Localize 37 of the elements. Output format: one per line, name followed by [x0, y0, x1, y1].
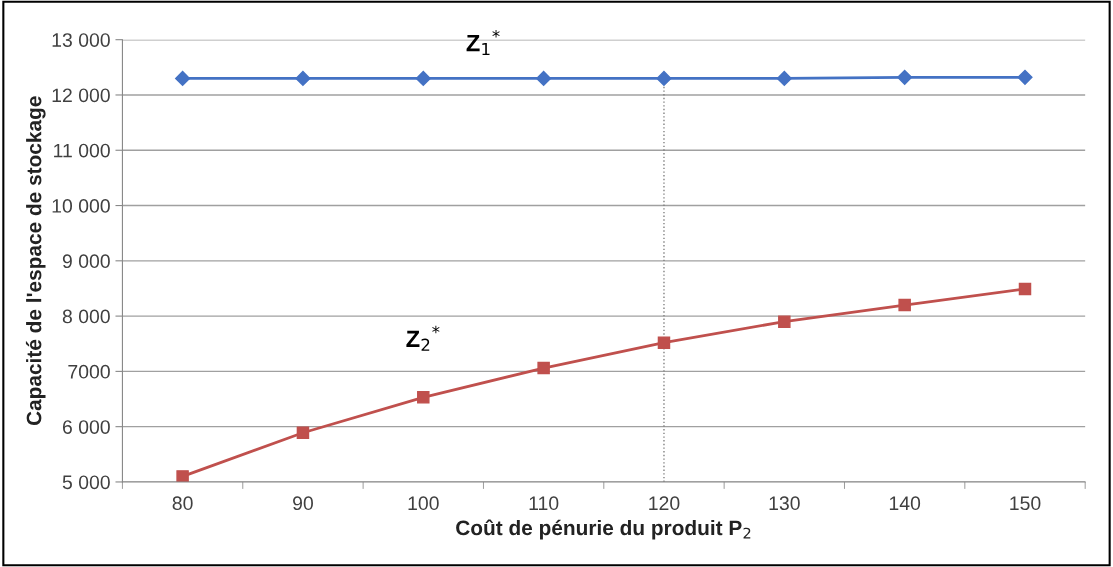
y-tick-label: 13 000 — [52, 33, 110, 47]
x-tick-label: 150 — [1010, 496, 1041, 511]
y-tick-label: 6 000 — [62, 420, 110, 434]
point — [776, 70, 792, 86]
point — [656, 70, 672, 86]
y-tick-label: 12 000 — [52, 88, 110, 103]
y-tick-label: 7000 — [68, 364, 110, 379]
point — [296, 426, 310, 439]
point — [176, 470, 189, 482]
x-tick-label: 100 — [408, 496, 439, 511]
y-axis-title: Capacité de l'espace de stockage — [25, 96, 46, 426]
y-tick-label: 10 000 — [52, 199, 110, 213]
point — [657, 336, 671, 349]
point — [1018, 282, 1032, 296]
point — [537, 361, 550, 375]
x-axis-title: Coût de pénurie du produit P$_{2}$ — [456, 519, 751, 540]
point — [415, 70, 431, 86]
x-tick-label: 110 — [529, 496, 559, 511]
point — [417, 391, 430, 404]
series-label: Z$_{2}$$^{*}$ — [406, 325, 440, 351]
point — [898, 298, 911, 312]
x-tick-label: 90 — [293, 496, 313, 511]
series-label: Z$_{1}$$^{*}$ — [466, 29, 500, 56]
point — [897, 69, 913, 85]
y-tick-label: 9 000 — [62, 254, 110, 269]
point — [536, 70, 552, 86]
x-tick-label: 120 — [649, 496, 680, 511]
x-tick-label: 140 — [889, 496, 921, 511]
y-tick-label: 8 000 — [62, 309, 110, 324]
point — [175, 70, 191, 86]
x-tick-label: 80 — [172, 496, 193, 511]
point — [295, 70, 311, 86]
y-tick-label: 5 000 — [62, 475, 110, 490]
x-tick-label: 130 — [769, 496, 800, 511]
point — [1017, 69, 1033, 85]
point — [778, 315, 791, 328]
y-tick-label: 11 000 — [54, 143, 110, 158]
